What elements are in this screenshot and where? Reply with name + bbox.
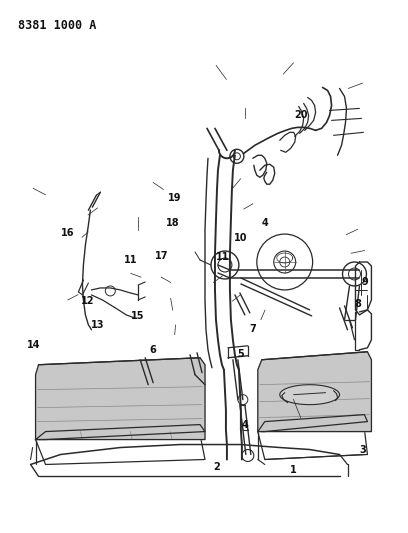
- Text: 11: 11: [124, 255, 137, 264]
- Text: 13: 13: [91, 320, 104, 330]
- Text: 8381 1000 A: 8381 1000 A: [18, 19, 96, 31]
- Text: 17: 17: [155, 251, 168, 261]
- Text: 2: 2: [213, 463, 220, 472]
- Text: 11: 11: [215, 252, 229, 262]
- Text: 18: 18: [166, 218, 180, 228]
- Text: 20: 20: [294, 110, 308, 120]
- Text: 15: 15: [131, 311, 145, 321]
- Text: 10: 10: [234, 233, 247, 244]
- Text: 19: 19: [168, 193, 182, 204]
- Polygon shape: [258, 415, 368, 432]
- Text: 9: 9: [361, 278, 368, 287]
- Text: 4: 4: [241, 420, 248, 430]
- Text: 14: 14: [27, 340, 40, 350]
- Text: 7: 7: [249, 324, 256, 334]
- Polygon shape: [35, 358, 205, 440]
- Text: 8: 8: [354, 298, 361, 309]
- Text: 12: 12: [81, 296, 95, 306]
- Text: 1: 1: [290, 465, 297, 475]
- Text: 5: 5: [237, 349, 244, 359]
- Text: 6: 6: [150, 345, 157, 356]
- Text: 4: 4: [262, 218, 268, 228]
- Polygon shape: [35, 425, 205, 440]
- Text: 16: 16: [61, 228, 75, 238]
- Circle shape: [211, 251, 239, 279]
- Polygon shape: [258, 352, 371, 432]
- Text: 3: 3: [359, 445, 366, 455]
- Polygon shape: [280, 385, 339, 405]
